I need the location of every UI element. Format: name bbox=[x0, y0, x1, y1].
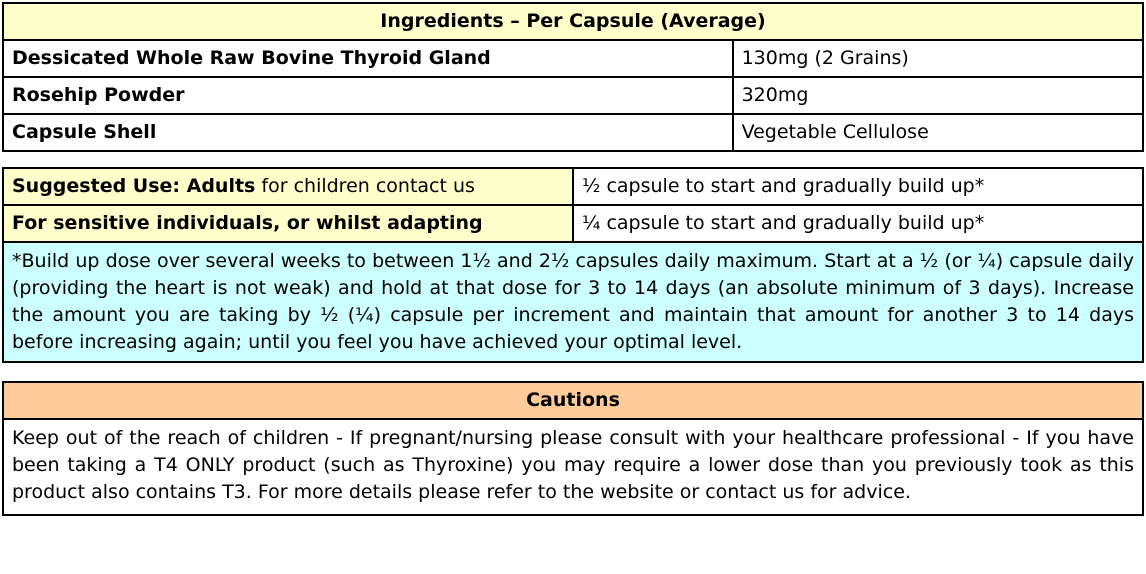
usage-dose: ½ capsule to start and gradually build u… bbox=[572, 167, 1144, 206]
table-row: Dessicated Whole Raw Bovine Thyroid Glan… bbox=[2, 39, 1145, 78]
ingredients-table-title: Ingredients – Per Capsule (Average) bbox=[2, 2, 1144, 41]
usage-label-rest: for children contact us bbox=[255, 175, 475, 197]
build-up-note: *Build up dose over several weeks to bet… bbox=[2, 241, 1144, 363]
table-row: For sensitive individuals, or whilst ada… bbox=[2, 204, 1144, 243]
usage-label: For sensitive individuals, or whilst ada… bbox=[2, 204, 574, 243]
ingredient-name: Capsule Shell bbox=[2, 113, 734, 152]
label-sheet: Ingredients – Per Capsule (Average) Dess… bbox=[2, 2, 1145, 516]
table-row: Suggested Use: Adults for children conta… bbox=[2, 167, 1144, 206]
usage-label-bold: Suggested Use: Adults bbox=[12, 175, 256, 197]
ingredient-name: Dessicated Whole Raw Bovine Thyroid Glan… bbox=[2, 39, 734, 78]
table-row: Rosehip Powder 320mg bbox=[2, 76, 1145, 115]
suggested-use-table: Suggested Use: Adults for children conta… bbox=[2, 167, 1144, 363]
cautions-body-row: Keep out of the reach of children - If p… bbox=[2, 418, 1144, 516]
build-up-note-row: *Build up dose over several weeks to bet… bbox=[2, 241, 1144, 363]
usage-dose: ¼ capsule to start and gradually build u… bbox=[572, 204, 1144, 243]
ingredient-amount: 130mg (2 Grains) bbox=[731, 39, 1145, 78]
cautions-table: Cautions Keep out of the reach of childr… bbox=[2, 381, 1144, 516]
usage-label-bold: For sensitive individuals, or whilst ada… bbox=[12, 212, 483, 234]
ingredient-name: Rosehip Powder bbox=[2, 76, 734, 115]
cautions-title: Cautions bbox=[2, 381, 1144, 420]
table-row: Capsule Shell Vegetable Cellulose bbox=[2, 113, 1145, 152]
ingredients-header-row: Ingredients – Per Capsule (Average) bbox=[2, 2, 1144, 41]
cautions-text: Keep out of the reach of children - If p… bbox=[2, 418, 1144, 516]
ingredient-amount: Vegetable Cellulose bbox=[731, 113, 1145, 152]
cautions-header-row: Cautions bbox=[2, 381, 1144, 420]
ingredient-amount: 320mg bbox=[731, 76, 1145, 115]
ingredients-table: Ingredients – Per Capsule (Average) Dess… bbox=[2, 2, 1145, 152]
usage-label: Suggested Use: Adults for children conta… bbox=[2, 167, 574, 206]
